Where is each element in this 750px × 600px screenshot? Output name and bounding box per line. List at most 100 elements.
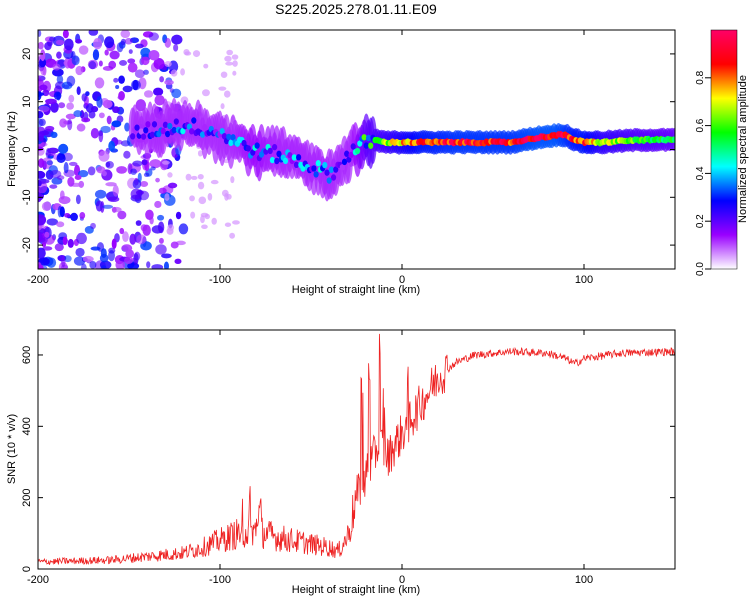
- heatmap-ridge-cell: [291, 154, 297, 161]
- heatmap-noise-cell: [109, 50, 120, 60]
- heatmap-noise-cell: [207, 193, 213, 201]
- heatmap-noise-cell: [44, 42, 52, 51]
- heatmap-noise-cell: [96, 166, 106, 174]
- heatmap-noise-cell: [132, 179, 142, 189]
- heatmap-noise-cell: [136, 234, 147, 245]
- heatmap-noise-cell: [108, 140, 116, 152]
- heatmap-ridge-cell: [671, 136, 675, 143]
- heatmap-noise-cell: [57, 205, 63, 218]
- heatmap-noise-cell: [38, 131, 44, 142]
- heatmap-noise-cell: [129, 233, 137, 245]
- heatmap-noise-cell: [140, 47, 151, 58]
- heatmap-ridge-cell: [282, 157, 289, 165]
- heatmap-noise-cell: [73, 110, 83, 118]
- heatmap-noise-cell: [149, 216, 154, 225]
- heatmap-noise-cell: [130, 79, 141, 91]
- heatmap-noise-cell: [211, 217, 217, 225]
- colorbar-tick-label: 0.2: [695, 214, 706, 228]
- heatmap-noise-cell: [198, 196, 207, 205]
- snr-x-label: Height of straight line (km): [292, 584, 420, 596]
- heatmap-noise-cell: [149, 159, 162, 169]
- heatmap-ridge-cell: [274, 157, 280, 165]
- heatmap-ridge-cell: [311, 165, 317, 172]
- heatmap-y-tick-label: 10: [21, 96, 33, 108]
- figure-title: S225.2025.278.01.11.E09: [275, 1, 437, 17]
- heatmap-noise-cell: [87, 166, 96, 176]
- heatmap-noise-cell: [201, 89, 210, 97]
- colorbar: 0.0 0.2 0.4 0.6 0.8 Normalized spectral ampl…: [695, 29, 749, 276]
- heatmap-noise-cell: [38, 214, 47, 226]
- heatmap-noise-cell: [45, 125, 55, 132]
- heatmap-noise-cell: [50, 131, 58, 139]
- heatmap-ridge-cell: [230, 134, 236, 141]
- heatmap-noise-cell: [40, 49, 46, 62]
- heatmap-noise-cell: [220, 71, 228, 78]
- heatmap-noise-cell: [159, 76, 165, 83]
- heatmap-ridge-cell: [324, 169, 330, 176]
- heatmap-noise-cell: [119, 227, 125, 235]
- heatmap-ridge-cell: [173, 118, 179, 125]
- heatmap-noise-cell: [150, 166, 156, 171]
- heatmap-noise-cell: [224, 222, 232, 227]
- heatmap-noise-cell: [225, 61, 234, 66]
- heatmap-noise-cell: [171, 34, 183, 45]
- snr-x-axis: -200 -100 0 100: [27, 330, 593, 586]
- heatmap-noise-cell: [183, 48, 190, 56]
- heatmap-noise-cell: [197, 173, 204, 180]
- heatmap-noise-cell: [59, 118, 68, 128]
- heatmap-noise-cell: [73, 256, 86, 266]
- colorbar-label: Normalized spectral amplitude: [737, 75, 749, 223]
- heatmap-noise-cell: [107, 196, 120, 203]
- heatmap-noise-cell: [88, 30, 99, 36]
- heatmap-noise-cell: [66, 102, 74, 110]
- heatmap-noise-cell: [151, 264, 164, 269]
- heatmap-noise-cell: [141, 159, 148, 166]
- heatmap-noise-cell: [226, 49, 234, 56]
- heatmap-ridge-cell: [300, 165, 306, 172]
- heatmap-ridge-cell: [199, 131, 206, 138]
- heatmap-ridge-cell: [315, 160, 321, 167]
- snr-frame: [37, 329, 676, 570]
- heatmap-noise-cell: [170, 69, 178, 77]
- heatmap-noise-cell: [143, 90, 154, 98]
- heatmap-ridge-cell: [354, 147, 361, 155]
- heatmap-noise-cell: [63, 162, 69, 174]
- heatmap-noise-cell: [232, 70, 237, 76]
- heatmap-noise-cell: [38, 264, 44, 269]
- heatmap-noise-cell: [158, 237, 164, 244]
- heatmap-noise-cell: [81, 117, 91, 123]
- heatmap-noise-cell: [232, 220, 240, 225]
- heatmap-noise-cell: [111, 206, 117, 213]
- heatmap-noise-cell: [120, 30, 131, 39]
- heatmap-noise-cell: [155, 244, 167, 255]
- heatmap-y-tick-label: 20: [21, 48, 33, 60]
- snr-x-tick-label: 100: [575, 574, 593, 586]
- heatmap-noise-cell: [88, 61, 97, 70]
- heatmap-ridge-cell: [162, 121, 168, 129]
- heatmap-ridge-cell: [313, 171, 319, 178]
- heatmap-noise-cell: [68, 161, 78, 166]
- heatmap-y-tick-label: -20: [21, 237, 33, 253]
- heatmap-ridge-cell: [348, 151, 354, 159]
- heatmap-noise-cell: [148, 49, 160, 61]
- heatmap-noise-cell: [62, 30, 69, 39]
- heatmap-noise-cell: [94, 189, 107, 199]
- heatmap-noise-cell: [139, 181, 149, 188]
- heatmap-noise-cell: [104, 49, 109, 56]
- heatmap-noise-cell: [44, 231, 50, 238]
- heatmap-ridge-cell: [151, 121, 158, 128]
- snr-y-tick-label: 600: [21, 346, 33, 364]
- heatmap-noise-cell: [99, 253, 109, 263]
- heatmap-noise-cell: [76, 123, 86, 132]
- heatmap-noise-cell: [167, 172, 173, 178]
- heatmap-noise-cell: [38, 257, 50, 266]
- heatmap-noise-cell: [42, 246, 53, 251]
- heatmap-noise-cell: [62, 236, 68, 246]
- snr-y-axis: 0 200 400 600: [21, 346, 675, 572]
- heatmap-noise-cell: [41, 241, 47, 248]
- heatmap-noise-cell: [164, 193, 170, 201]
- heatmap-noise-cell: [119, 59, 128, 66]
- heatmap-ridge-cell: [296, 154, 302, 161]
- heatmap-noise-cell: [223, 90, 231, 98]
- heatmap-noise-cell: [201, 224, 208, 230]
